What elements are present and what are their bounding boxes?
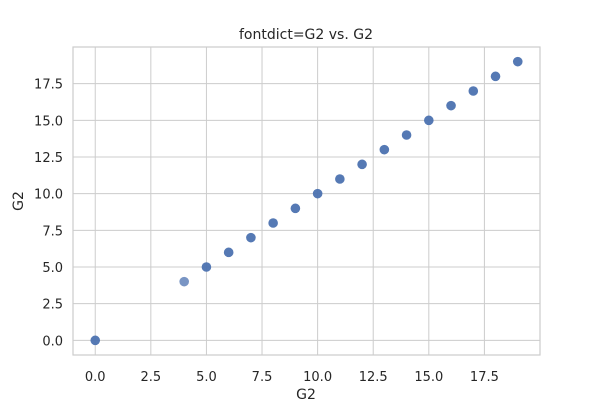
data-point bbox=[512, 56, 523, 67]
y-tick-label: 7.5 bbox=[42, 224, 63, 239]
x-tick-label: 15.0 bbox=[414, 370, 443, 385]
data-point bbox=[201, 262, 212, 272]
data-point bbox=[335, 174, 345, 184]
data-point bbox=[446, 100, 456, 111]
data-point bbox=[90, 335, 101, 346]
data-points bbox=[90, 56, 523, 346]
y-axis-ticks: 0.0 2.5 5.0 7.5 10.0 12.5 15.0 17.5 bbox=[34, 78, 63, 350]
x-tick-label: 2.5 bbox=[140, 370, 161, 385]
grid-lines bbox=[73, 47, 540, 355]
y-tick-label: 5.0 bbox=[42, 261, 63, 276]
y-tick-label: 0.0 bbox=[42, 334, 63, 349]
data-point bbox=[290, 203, 301, 214]
y-tick-label: 10.0 bbox=[34, 188, 63, 203]
x-tick-label: 7.5 bbox=[252, 370, 273, 385]
plot-area-frame bbox=[72, 46, 541, 356]
x-tick-label: 0.0 bbox=[85, 370, 106, 385]
y-tick-label: 12.5 bbox=[34, 151, 63, 166]
chart-title: fontdict=G2 vs. G2 bbox=[239, 27, 373, 43]
x-axis-label: G2 bbox=[296, 387, 316, 400]
data-point bbox=[490, 71, 501, 82]
data-point bbox=[246, 232, 256, 243]
data-point bbox=[468, 86, 479, 96]
data-point bbox=[268, 218, 278, 228]
data-point bbox=[357, 159, 367, 170]
x-tick-label: 12.5 bbox=[359, 370, 388, 385]
data-point bbox=[401, 130, 412, 140]
data-point bbox=[312, 188, 323, 199]
y-tick-label: 17.5 bbox=[34, 78, 63, 93]
x-tick-label: 10.0 bbox=[303, 370, 332, 385]
data-point bbox=[223, 247, 234, 258]
data-point bbox=[379, 144, 390, 155]
data-point bbox=[424, 115, 434, 126]
x-tick-label: 17.5 bbox=[470, 370, 499, 385]
y-tick-label: 2.5 bbox=[42, 298, 63, 313]
y-tick-label: 15.0 bbox=[34, 114, 63, 129]
y-axis-label: G2 bbox=[11, 191, 27, 211]
x-axis-ticks: 0.0 2.5 5.0 7.5 10.0 12.5 15.0 17.5 bbox=[85, 370, 499, 385]
x-tick-label: 5.0 bbox=[196, 370, 217, 385]
data-point bbox=[179, 276, 189, 287]
